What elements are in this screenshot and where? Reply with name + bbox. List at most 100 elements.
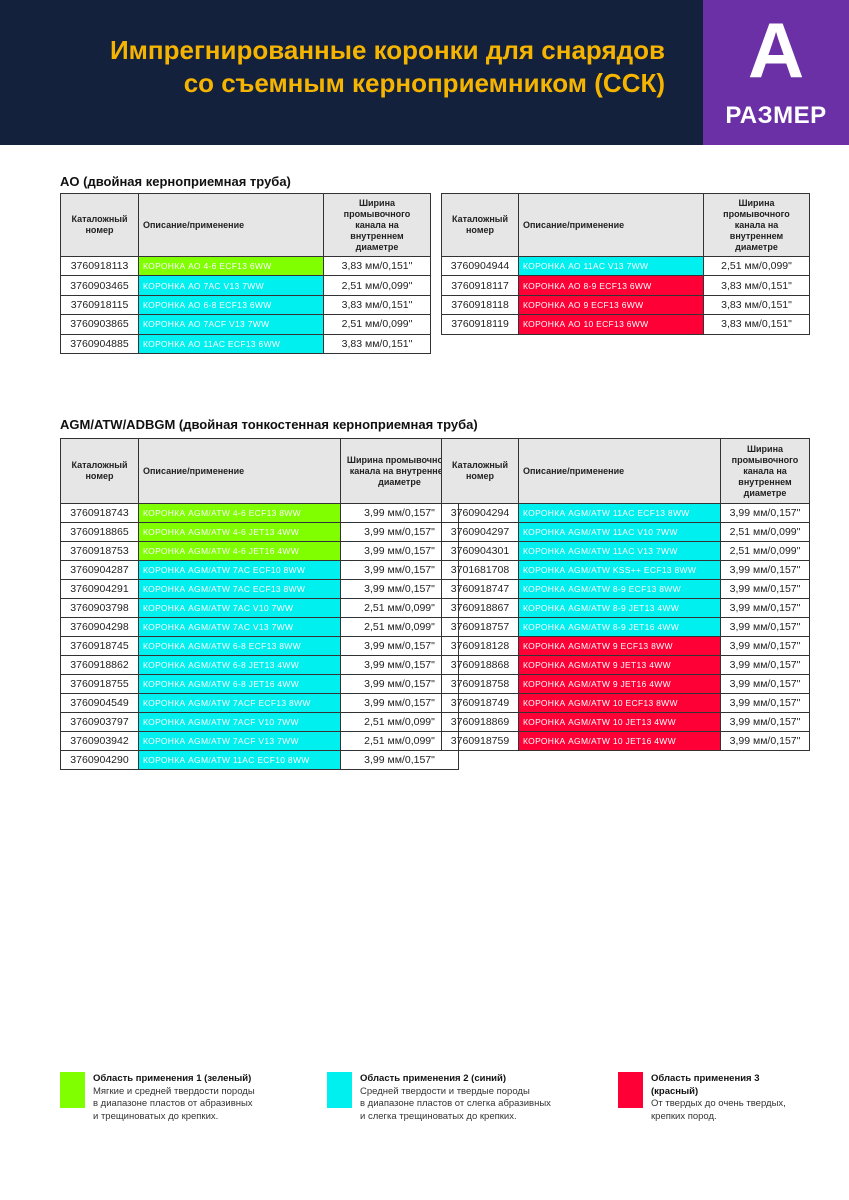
title-line: Импрегнированные коронки для снарядов (109, 35, 665, 65)
product-row: 3760904944 КОРОНКА АО 11AC V13 7WW 2,51 мм… (441, 255, 810, 277)
description: КОРОНКА AGM/ATW 10 JET13 4WW (518, 712, 721, 732)
header-row: Каталожный номер Описание/применение Ширин… (441, 193, 810, 257)
product-row: 3760918758 КОРОНКА AGM/ATW 9 JET16 4WW 3,9… (441, 674, 810, 694)
channel-width: 3,99 мм/0,157" (720, 617, 810, 637)
channel-width: 3,83 мм/0,151" (703, 275, 810, 296)
catalog-number: 3760904294 (441, 503, 519, 523)
catalog-number: 3760918865 (60, 522, 139, 542)
description: КОРОНКА AGM/ATW 4-6 JET13 4WW (138, 522, 341, 542)
column-header: Ширина промывочного канала на внутреннем… (323, 193, 431, 257)
description: КОРОНКА AGM/ATW 6-8 ECF13 8WW (138, 636, 341, 656)
header: Импрегнированные коронки для снарядов со… (0, 0, 849, 145)
catalog-number: 3760918745 (60, 636, 139, 656)
catalog-number: 3760904944 (441, 255, 519, 277)
description: КОРОНКА AGM/ATW KSS++ ECF13 8WW (518, 560, 721, 580)
description: КОРОНКА AGM/ATW 7ACF V13 7WW (138, 731, 341, 751)
column-header: Каталожный номер (441, 193, 519, 257)
description: КОРОНКА АО 6-8 ECF13 6WW (138, 294, 324, 316)
description: КОРОНКА AGM/ATW 11AC ECF13 8WW (518, 503, 721, 523)
catalog-number: 3760918862 (60, 655, 139, 675)
catalog-number: 3760904290 (60, 750, 139, 770)
description: КОРОНКА АО 11AC ECF13 6WW (138, 333, 324, 354)
catalog-number: 3760903865 (60, 314, 139, 335)
description: КОРОНКА АО 11AC V13 7WW (518, 255, 704, 277)
description: КОРОНКА AGM/ATW 7AC ECF13 8WW (138, 579, 341, 599)
channel-width: 3,99 мм/0,157" (720, 693, 810, 713)
catalog-number: 3760903797 (60, 712, 139, 732)
header-row: Каталожный номер Описание/применение Ширин… (441, 438, 810, 504)
description: КОРОНКА АО 9 ECF13 6WW (518, 294, 704, 316)
product-row: 3760918115 КОРОНКА АО 6-8 ECF13 6WW 3,83 м… (60, 294, 431, 316)
description: КОРОНКА АО 7AC V13 7WW (138, 275, 324, 296)
column-header: Ширина промывочного канала на внутреннем… (703, 193, 810, 257)
product-row: 3760903798 КОРОНКА AGM/ATW 7AC V10 7WW 2,5… (60, 598, 459, 618)
product-table: Каталожный номер Описание/применение Ширин… (441, 438, 810, 751)
catalog-number: 3760918119 (441, 314, 519, 335)
product-row: 3760903465 КОРОНКА АО 7AC V13 7WW 2,51 мм/… (60, 275, 431, 296)
column-header: Описание/применение (138, 193, 324, 257)
description: КОРОНКА AGM/ATW 6-8 JET16 4WW (138, 674, 341, 694)
description: КОРОНКА AGM/ATW 7AC V13 7WW (138, 617, 341, 637)
product-row: 3760918865 КОРОНКА AGM/ATW 4-6 JET13 4WW 3… (60, 522, 459, 542)
legend-title: Область применения 2 (синий) (360, 1073, 507, 1084)
product-row: 3760903797 КОРОНКА AGM/ATW 7ACF V10 7WW 2,… (60, 712, 459, 732)
description: КОРОНКА AGM/ATW 10 JET16 4WW (518, 731, 721, 751)
product-row: 3760904287 КОРОНКА AGM/ATW 7AC ECF10 8WW 3… (60, 560, 459, 580)
product-row: 3760918755 КОРОНКА AGM/ATW 6-8 JET16 4WW 3… (60, 674, 459, 694)
legend-text: Область применения 1 (зеленый) Мягкие и с… (93, 1073, 323, 1123)
catalog-number: 3760918753 (60, 541, 139, 561)
catalog-number: 3760918113 (60, 255, 139, 277)
product-row: 3760918862 КОРОНКА AGM/ATW 6-8 JET13 4WW 3… (60, 655, 459, 675)
legend-title: Область применения 3 (красный) (651, 1073, 760, 1097)
legend-line: в диапазоне пластов от абразивных (93, 1098, 253, 1109)
product-row: 3760904301 КОРОНКА AGM/ATW 11AC V13 7WW 2,… (441, 541, 810, 561)
catalog-number: 3760918755 (60, 674, 139, 694)
product-row: 3760904549 КОРОНКА AGM/ATW 7ACF ECF13 8WW… (60, 693, 459, 713)
description: КОРОНКА AGM/ATW 4-6 JET16 4WW (138, 541, 341, 561)
catalog-number: 3760904297 (441, 522, 519, 542)
product-table: Каталожный номер Описание/применение Ширин… (60, 438, 459, 770)
catalog-number: 3760904291 (60, 579, 139, 599)
description: КОРОНКА AGM/ATW 8-9 JET16 4WW (518, 617, 721, 637)
product-row: 3760904298 КОРОНКА AGM/ATW 7AC V13 7WW 2,5… (60, 617, 459, 637)
catalog-number: 3760918757 (441, 617, 519, 637)
badge-letter: A (747, 6, 805, 94)
catalog-number: 3760903465 (60, 275, 139, 296)
legend-line: и слегка трещиноватых до крепких. (360, 1110, 517, 1122)
channel-width: 3,99 мм/0,157" (720, 560, 810, 580)
product-row: 3760918117 КОРОНКА АО 8-9 ECF13 6WW 3,83 м… (441, 275, 810, 296)
catalog-number: 3701681708 (441, 560, 519, 580)
product-row: 3760904291 КОРОНКА AGM/ATW 7AC ECF13 8WW 3… (60, 579, 459, 599)
description: КОРОНКА AGM/ATW 11AC ECF10 8WW (138, 750, 341, 770)
product-row: 3760903865 КОРОНКА АО 7ACF V13 7WW 2,51 мм… (60, 314, 431, 335)
section-title: AGM/ATW/ADBGM (двойная тонкостенная керн… (60, 417, 478, 432)
header-row: Каталожный номер Описание/применение Ширин… (60, 438, 459, 504)
badge-label: РАЗМЕР (725, 102, 827, 129)
catalog-number: 3760904885 (60, 333, 139, 354)
channel-width: 3,99 мм/0,157" (720, 655, 810, 675)
catalog-number: 3760904549 (60, 693, 139, 713)
product-row: 3760918118 КОРОНКА АО 9 ECF13 6WW 3,83 мм/… (441, 294, 810, 316)
catalog-number: 3760904287 (60, 560, 139, 580)
catalog-number: 3760903942 (60, 731, 139, 751)
description: КОРОНКА AGM/ATW 10 ECF13 8WW (518, 693, 721, 713)
catalog-number: 3760918869 (441, 712, 519, 732)
product-row: 3760918869 КОРОНКА AGM/ATW 10 JET13 4WW 3,… (441, 712, 810, 732)
description: КОРОНКА AGM/ATW 9 ECF13 8WW (518, 636, 721, 656)
description: КОРОНКА AGM/ATW 7ACF V10 7WW (138, 712, 341, 732)
description: КОРОНКА АО 8-9 ECF13 6WW (518, 275, 704, 296)
product-table: Каталожный номер Описание/применение Ширин… (441, 193, 810, 335)
size-badge: A РАЗМЕР (703, 0, 849, 145)
legend-text: Область применения 3 (красный) От твердых… (651, 1073, 801, 1123)
channel-width: 3,99 мм/0,157" (340, 750, 459, 770)
description: КОРОНКА AGM/ATW 7AC ECF10 8WW (138, 560, 341, 580)
channel-width: 3,99 мм/0,157" (720, 579, 810, 599)
description: КОРОНКА AGM/ATW 6-8 JET13 4WW (138, 655, 341, 675)
channel-width: 3,83 мм/0,151" (323, 294, 431, 316)
catalog-number: 3760918117 (441, 275, 519, 296)
legend-line: Средней твердости и твердые породы (360, 1085, 530, 1097)
section-title: AO (двойная керноприемная труба) (60, 174, 291, 189)
catalog-number: 3760904298 (60, 617, 139, 637)
product-row: 3760918747 КОРОНКА AGM/ATW 8-9 ECF13 8WW 3… (441, 579, 810, 599)
